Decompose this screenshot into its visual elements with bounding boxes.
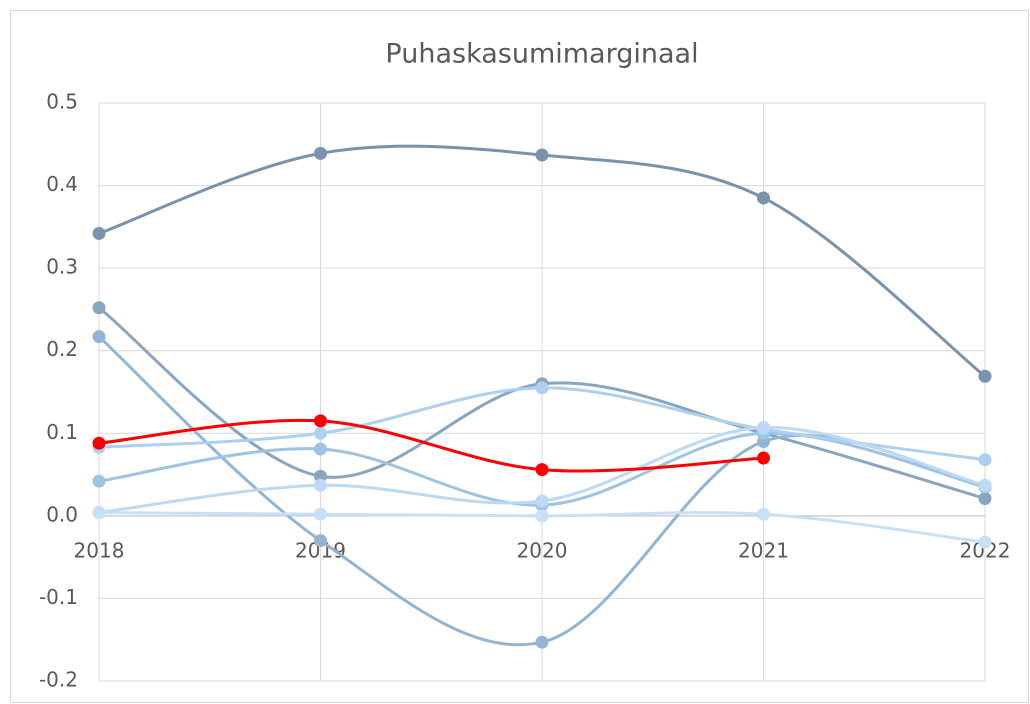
x-tick-label: 2021 [738,538,789,562]
point [314,442,327,456]
point [535,381,549,395]
y-tick-label: -0.2 [39,668,78,692]
point [314,146,327,160]
point [92,330,106,344]
series-line [98,306,986,500]
y-tick-label: 0.0 [46,502,78,526]
x-tick-label: 2020 [517,538,568,562]
point [92,474,106,488]
point [978,478,992,492]
point [978,535,992,549]
point [92,226,106,240]
point [92,301,106,315]
point [314,507,327,521]
point [314,469,327,483]
chart-title: Puhaskasumimarginaal [385,39,698,70]
point [757,451,770,465]
point [535,494,549,508]
y-tick-label: 0.5 [46,90,78,114]
point [92,436,106,450]
point [757,191,770,205]
point [757,421,770,435]
point [314,478,327,492]
point [535,463,549,477]
series-line [98,418,764,473]
point [92,506,106,520]
point [314,426,327,440]
x-tick-label: 2018 [74,538,125,562]
y-tick-label: 0.3 [46,255,78,279]
chart-frame [10,10,1029,703]
point [535,509,549,523]
point [757,507,770,521]
point [978,492,992,506]
point [314,414,327,428]
point [535,148,549,162]
point [314,534,327,548]
point [978,369,992,383]
point [978,453,992,467]
y-tick-label: -0.1 [39,585,78,609]
y-tick-label: 0.4 [46,172,78,196]
point [535,635,549,649]
y-tick-label: 0.1 [46,420,78,444]
y-tick-label: 0.2 [46,337,78,361]
